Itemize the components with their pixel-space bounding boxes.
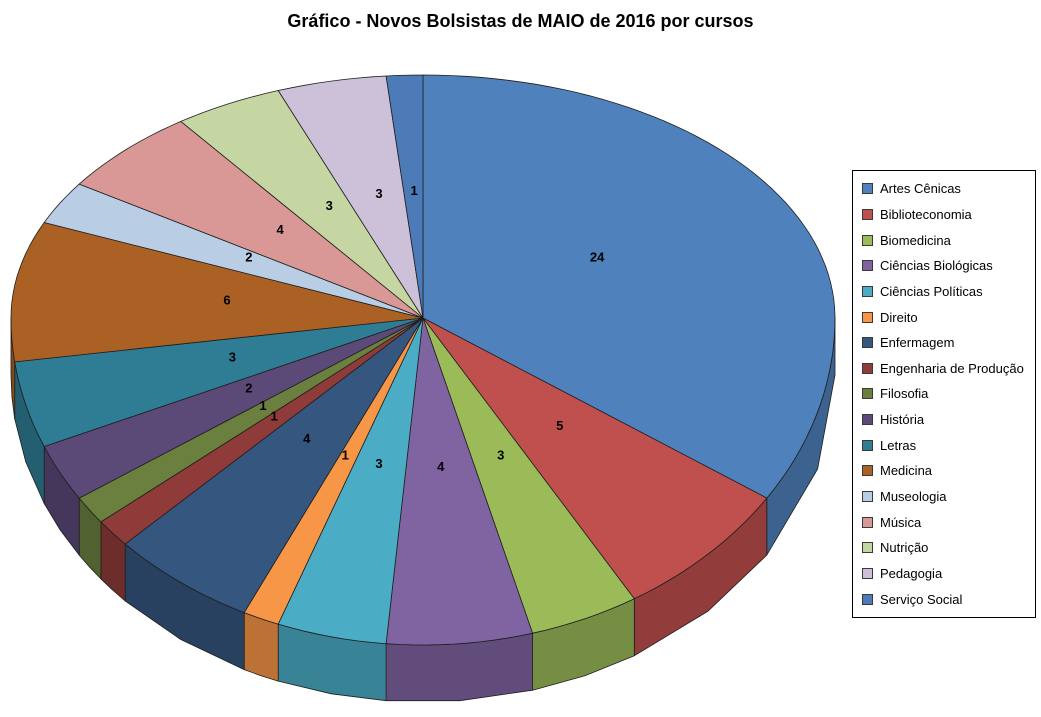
legend-swatch-medicina [862, 465, 873, 477]
legend-label: História [880, 412, 925, 428]
slice-value-label-pedagogia: 3 [375, 186, 382, 201]
legend-swatch-pedagogia [862, 567, 873, 579]
pie-slice-museologia[interactable]: Museologia: 2 [43, 183, 424, 319]
legend-label: Letras [880, 437, 917, 453]
slice-value-label-servico-social: 1 [410, 183, 417, 198]
pie-slice-enfermagem[interactable]: Enfermagem: 4 [124, 317, 424, 613]
pie-slice-ciencias-politicas[interactable]: Ciências Políticas: 3 [277, 317, 424, 645]
legend-item-letras[interactable]: Letras [853, 439, 1035, 452]
legend-label: Filosofia [880, 386, 929, 402]
legend-swatch-filosofia [862, 388, 873, 400]
pie-slice-biblioteconomia[interactable]: Biblioteconomia: 5 [422, 317, 768, 600]
slice-value-label-direito: 1 [342, 448, 349, 463]
legend-swatch-enfermagem [862, 337, 873, 349]
legend-swatch-letras [862, 439, 873, 451]
legend-item-artes-cenicas[interactable]: Artes Cênicas [853, 182, 1035, 195]
legend-item-enfermagem[interactable]: Enfermagem [853, 336, 1035, 349]
pie-slice-letras[interactable]: Letras: 3 [14, 317, 424, 447]
legend-swatch-artes-cenicas [862, 183, 873, 195]
pie-slice-artes-cenicas[interactable]: Artes Cênicas: 24 [422, 74, 836, 499]
legend-label: Biblioteconomia [880, 206, 972, 222]
legend-label: Medicina [880, 463, 933, 479]
chart-title: Gráfico - Novos Bolsistas de MAIO de 201… [287, 11, 754, 31]
legend-label: Engenharia de Produção [880, 360, 1024, 376]
slice-value-label-ciencias-politicas: 3 [375, 456, 382, 471]
legend-label: Pedagogia [880, 565, 943, 581]
legend-swatch-engenharia-de-producao [862, 362, 873, 374]
legend-label: Serviço Social [880, 591, 963, 607]
legend-label: Direito [880, 309, 918, 325]
slice-value-label-biomedicina: 3 [497, 448, 504, 463]
pie-slice-musica[interactable]: Música: 4 [78, 121, 424, 319]
slice-value-label-engenharia-de-producao: 1 [270, 408, 277, 423]
legend-item-direito[interactable]: Direito [853, 311, 1035, 324]
legend-label: Nutrição [880, 540, 929, 556]
legend-item-servico-social[interactable]: Serviço Social [853, 593, 1035, 606]
legend-swatch-servico-social [862, 593, 873, 605]
legend-label: Museologia [880, 489, 947, 504]
slice-value-label-museologia: 2 [245, 250, 252, 265]
legend-item-ciencias-biologicas[interactable]: Ciências Biológicas [853, 259, 1035, 272]
slice-value-label-biblioteconomia: 5 [556, 418, 563, 433]
legend-swatch-direito [862, 311, 873, 323]
pie-slice-biomedicina[interactable]: Biomedicina: 3 [422, 317, 635, 634]
legend-item-pedagogia[interactable]: Pedagogia [853, 567, 1035, 580]
legend-swatch-ciencias-biologicas [862, 260, 873, 272]
legend-swatch-museologia [862, 491, 873, 502]
legend-item-biblioteconomia[interactable]: Biblioteconomia [853, 208, 1035, 221]
legend-item-filosofia[interactable]: Filosofia [853, 387, 1035, 400]
legend-item-ciencias-politicas[interactable]: Ciências Políticas [853, 285, 1035, 298]
pie-slice-nutricao[interactable]: Nutrição: 3 [180, 90, 424, 319]
legend-item-museologia[interactable]: Museologia [853, 490, 1035, 503]
slice-value-label-filosofia: 1 [259, 398, 266, 413]
legend-item-historia[interactable]: História [853, 413, 1035, 426]
legend-label: Biomedicina [880, 232, 951, 248]
legend-item-musica[interactable]: Música [853, 516, 1035, 529]
pie-slice-medicina[interactable]: Medicina: 6 [10, 222, 424, 363]
pie-slice-servico-social[interactable]: Serviço Social: 1 [385, 74, 424, 319]
legend-item-engenharia-de-producao[interactable]: Engenharia de Produção [853, 362, 1035, 375]
legend-swatch-historia [862, 414, 873, 426]
legend-label: Artes Cênicas [880, 181, 961, 197]
pie-slice-historia[interactable]: História: 2 [43, 317, 424, 499]
legend-swatch-ciencias-politicas [862, 285, 873, 297]
legend-label: Música [880, 514, 922, 530]
chart-legend: Artes Cênicas Biblioteconomia Biomedicina C… [852, 170, 1036, 618]
slice-value-label-medicina: 6 [223, 292, 230, 307]
legend-label: Ciências Políticas [880, 283, 983, 299]
slice-value-label-musica: 4 [276, 222, 284, 237]
slice-value-label-historia: 2 [245, 381, 252, 396]
legend-item-nutricao[interactable]: Nutrição [853, 541, 1035, 554]
legend-item-biomedicina[interactable]: Biomedicina [853, 234, 1035, 247]
legend-item-medicina[interactable]: Medicina [853, 464, 1035, 477]
pie-slice-pedagogia[interactable]: Pedagogia: 3 [277, 75, 424, 319]
slice-value-label-ciencias-biologicas: 4 [437, 459, 445, 474]
slice-value-label-nutricao: 3 [326, 198, 333, 213]
legend-label: Enfermagem [880, 335, 955, 351]
legend-swatch-biomedicina [862, 234, 873, 246]
slice-value-label-letras: 3 [229, 349, 236, 364]
slice-value-label-enfermagem: 4 [303, 431, 311, 446]
pie-slice-ciencias-biologicas[interactable]: Ciências Biológicas: 4 [385, 317, 533, 646]
legend-swatch-biblioteconomia [862, 208, 873, 220]
slice-value-label-artes-cenicas: 24 [590, 250, 605, 265]
legend-label: Ciências Biológicas [880, 258, 993, 274]
legend-swatch-musica [862, 516, 873, 528]
legend-swatch-nutricao [862, 542, 873, 554]
